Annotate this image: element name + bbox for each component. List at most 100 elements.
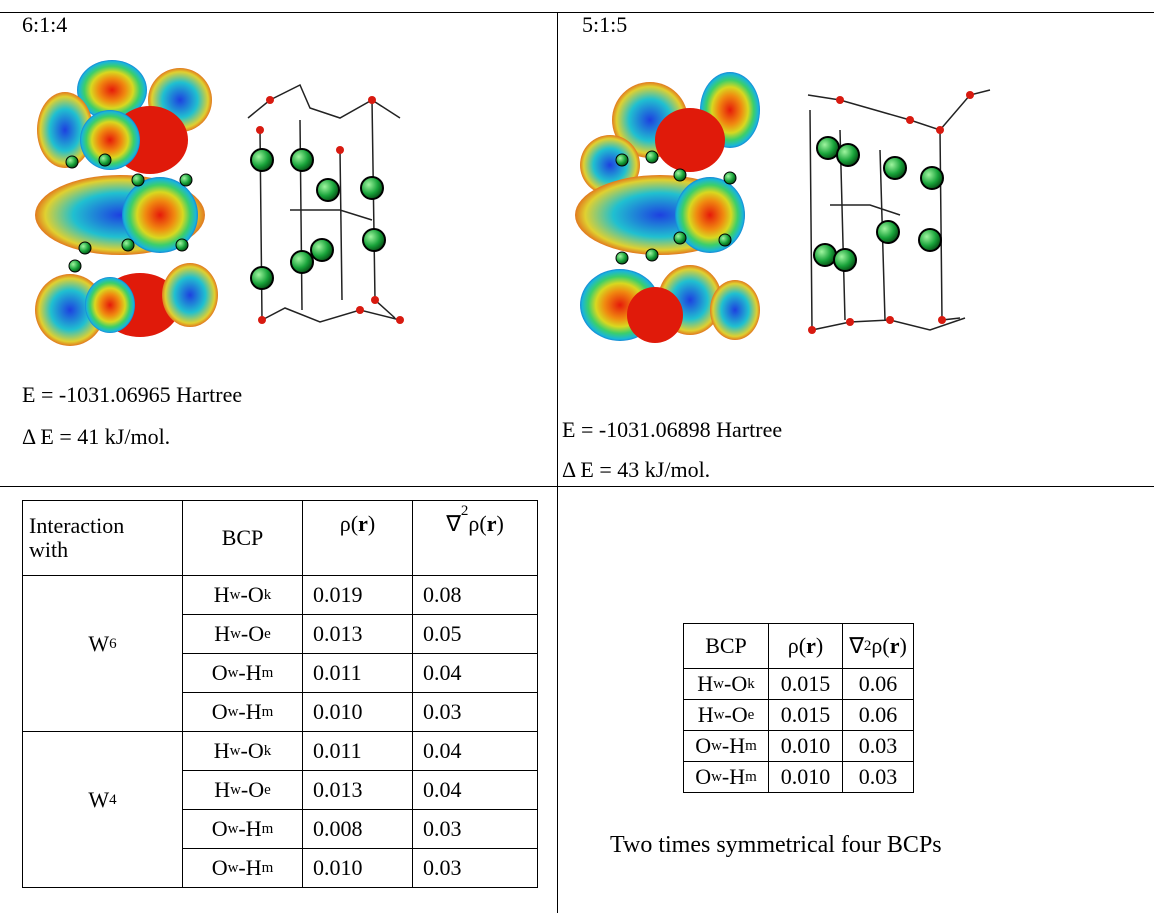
esp-surface — [35, 60, 760, 346]
value: 0.013 — [313, 621, 363, 647]
header-cell: BCP — [182, 500, 303, 576]
value-cell: 0.010 — [768, 761, 843, 793]
text-part: ρ( — [468, 511, 486, 537]
value: 0.08 — [423, 582, 462, 608]
value-cell: 0.03 — [412, 848, 538, 888]
header-cell: ρ(r) — [768, 623, 843, 669]
value: 0.04 — [423, 660, 462, 686]
value: 0.06 — [859, 671, 898, 697]
text-part: ρ( — [788, 633, 806, 659]
page: 6:1:4 E = -1031.06965 Hartree Δ E = 41 k… — [0, 0, 1154, 913]
header-cell: Interaction with — [22, 500, 183, 576]
value-cell: 0.03 — [842, 761, 914, 793]
value: 0.019 — [313, 582, 363, 608]
text-part: r — [487, 511, 497, 537]
value-cell: 0.011 — [302, 653, 413, 693]
value: 0.010 — [313, 855, 363, 881]
text-part: ∇ — [849, 633, 864, 659]
text-part: -O — [241, 777, 264, 803]
text-part: O — [695, 764, 711, 790]
text-part: ∇ — [446, 511, 461, 537]
text-part: O — [212, 816, 228, 842]
value: 0.03 — [423, 816, 462, 842]
text-part: -H — [238, 660, 261, 686]
text-part: H — [214, 582, 230, 608]
text-part: ) — [816, 633, 823, 659]
text-part: r — [358, 511, 368, 537]
header-text: BCP — [222, 525, 264, 551]
text-part: ρ( — [871, 633, 889, 659]
text-part: ρ( — [340, 511, 358, 537]
text-part: ) — [368, 511, 375, 537]
text-part: -O — [241, 582, 264, 608]
value: 0.013 — [313, 777, 363, 803]
value: 0.06 — [859, 702, 898, 728]
value: 0.04 — [423, 777, 462, 803]
value-cell: 0.08 — [412, 575, 538, 615]
value: 0.03 — [423, 699, 462, 725]
value-cell: 0.010 — [302, 692, 413, 732]
bcp-cell: Ow-Hm — [182, 692, 303, 732]
value: 0.03 — [423, 855, 462, 881]
text-part: ) — [899, 633, 906, 659]
text-part: W — [88, 631, 109, 657]
text-part: -H — [238, 855, 261, 881]
text-part: O — [695, 733, 711, 759]
value-cell: 0.06 — [842, 699, 914, 731]
text-part: r — [890, 633, 900, 659]
value-cell: 0.008 — [302, 809, 413, 849]
text-part: r — [806, 633, 816, 659]
text-part: -H — [722, 733, 745, 759]
value: 0.03 — [859, 764, 898, 790]
value: 0.011 — [313, 738, 362, 764]
value-cell: 0.03 — [842, 730, 914, 762]
text-part: -H — [722, 764, 745, 790]
text-part: H — [697, 671, 713, 697]
value-cell: 0.010 — [768, 730, 843, 762]
value-cell: 0.019 — [302, 575, 413, 615]
value-cell: 0.010 — [302, 848, 413, 888]
text-part: O — [212, 699, 228, 725]
value-cell: 0.015 — [768, 668, 843, 700]
value-cell: 0.06 — [842, 668, 914, 700]
value: 0.05 — [423, 621, 462, 647]
text-part: W — [88, 787, 109, 813]
value-cell: 0.013 — [302, 770, 413, 810]
value: 0.010 — [781, 764, 831, 790]
bcp-cell: Hw-Oe — [182, 770, 303, 810]
header-text: BCP — [705, 633, 747, 659]
value: 0.015 — [781, 671, 831, 697]
text-part: ) — [496, 511, 503, 537]
value-cell: 0.011 — [302, 731, 413, 771]
text-part: O — [212, 855, 228, 881]
header-cell: BCP — [683, 623, 769, 669]
text-part: -H — [238, 699, 261, 725]
value-cell: 0.05 — [412, 614, 538, 654]
value: 0.008 — [313, 816, 363, 842]
value: 0.03 — [859, 733, 898, 759]
text-part: H — [214, 621, 230, 647]
value-cell: 0.03 — [412, 692, 538, 732]
text-part: -O — [724, 671, 747, 697]
header-cell: ρ(r) — [302, 500, 413, 576]
value-cell: 0.04 — [412, 770, 538, 810]
value: 0.011 — [313, 660, 362, 686]
text-part: H — [698, 702, 714, 728]
value-cell: 0.013 — [302, 614, 413, 654]
text-part: -O — [241, 738, 264, 764]
header-text: Interaction with — [29, 514, 139, 562]
text-part: -O — [724, 702, 747, 728]
value-cell: 0.03 — [412, 809, 538, 849]
